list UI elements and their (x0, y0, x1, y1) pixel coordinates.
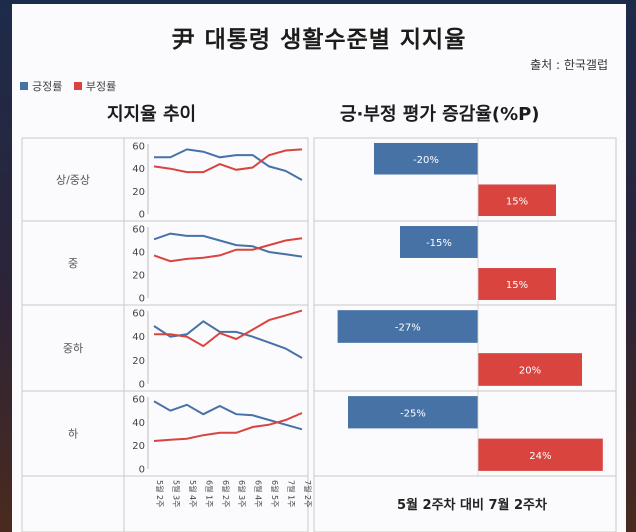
legend-item-positive: 긍정률 (20, 78, 62, 94)
negative-change-label: 15% (506, 196, 528, 207)
y-tick-label: 40 (132, 248, 145, 259)
left-table-frame (21, 137, 309, 532)
legend-label-negative: 부정률 (85, 80, 117, 93)
y-tick-label: 0 (139, 380, 145, 391)
chart-canvas: 상/중상 0 20 40 60 중 0 20 40 60 중하 0 20 40 60 하 0 20 40 60 5월 2… (21, 137, 617, 532)
footer-caption: 5월 2주차 대비 7월 2주차 (397, 498, 547, 513)
positive-change-label: -20% (413, 155, 439, 166)
legend-label-positive: 긍정률 (32, 80, 63, 93)
y-tick-label: 60 (132, 225, 145, 236)
legend-swatch-negative (73, 82, 82, 90)
source-note: 출처 : 한국갤럽 (530, 58, 608, 72)
y-tick-label: 20 (132, 441, 145, 452)
row-label: 상/중상 (56, 174, 90, 187)
y-tick-label: 0 (139, 210, 145, 221)
y-tick-label: 40 (132, 418, 145, 429)
y-tick-label: 60 (132, 142, 145, 153)
positive-change-label: -27% (395, 323, 421, 334)
x-tick-label: 6월 1주 (204, 480, 214, 507)
y-tick-label: 0 (139, 465, 145, 476)
positive-change-bar (400, 226, 478, 258)
row-label: 하 (68, 427, 78, 441)
positive-change-bar (374, 142, 478, 175)
positive-rate-line (153, 320, 303, 359)
slide: 尹 대통령 생활수준별 지지율 출처 : 한국갤럽 긍정률 부정률 지지율 추이… (12, 4, 626, 532)
positive-rate-line (153, 400, 303, 431)
y-tick-label: 40 (132, 164, 145, 175)
x-tick-label: 6월 3주 (237, 480, 247, 507)
x-tick-label: 6월 4주 (254, 480, 264, 507)
legend-item-negative: 부정률 (73, 78, 117, 94)
positive-change-label: -25% (400, 408, 426, 419)
main-title: 尹 대통령 생활수준별 지지율 (171, 27, 467, 53)
x-tick-label: 6월 5주 (270, 480, 280, 507)
x-tick-label: 6월 2주 (221, 480, 231, 507)
positive-change-bar (348, 396, 478, 429)
x-tick-label: 5월 3주 (171, 480, 181, 507)
negative-rate-line (153, 412, 303, 442)
y-tick-label: 60 (132, 395, 145, 406)
x-tick-label: 5월 2주 (155, 480, 165, 507)
positive-rate-line (153, 232, 303, 258)
x-tick-label: 7월 2주 (303, 480, 313, 507)
y-tick-label: 20 (132, 356, 145, 367)
negative-change-bar (478, 438, 603, 471)
negative-change-bar (478, 353, 582, 386)
x-tick-label: 5월 4주 (188, 480, 198, 507)
positive-change-bar (337, 310, 478, 343)
y-tick-label: 0 (139, 294, 145, 305)
y-tick-label: 60 (132, 309, 145, 320)
negative-change-bar (478, 184, 556, 217)
y-tick-label: 40 (132, 332, 145, 343)
positive-rate-line (154, 148, 303, 181)
y-tick-label: 20 (132, 271, 145, 282)
right-panel-title: 긍·부정 평가 증감율(%P) (340, 104, 540, 125)
right-table-frame (313, 137, 617, 532)
legend: 긍정률 부정률 (20, 78, 124, 94)
negative-rate-line (153, 148, 303, 174)
left-panel-title: 지지율 추이 (107, 104, 197, 125)
y-tick-label: 20 (132, 187, 145, 198)
negative-change-label: 20% (519, 366, 541, 377)
negative-change-bar (478, 268, 556, 300)
legend-swatch-positive (20, 82, 28, 90)
positive-change-label: -15% (426, 238, 452, 249)
negative-change-label: 15% (506, 280, 528, 291)
negative-change-label: 24% (529, 451, 551, 462)
row-label: 중하 (63, 341, 83, 355)
row-label: 중 (68, 257, 78, 270)
negative-rate-line (153, 237, 303, 263)
negative-rate-line (154, 309, 303, 348)
x-tick-label: 7월 1주 (287, 480, 297, 507)
